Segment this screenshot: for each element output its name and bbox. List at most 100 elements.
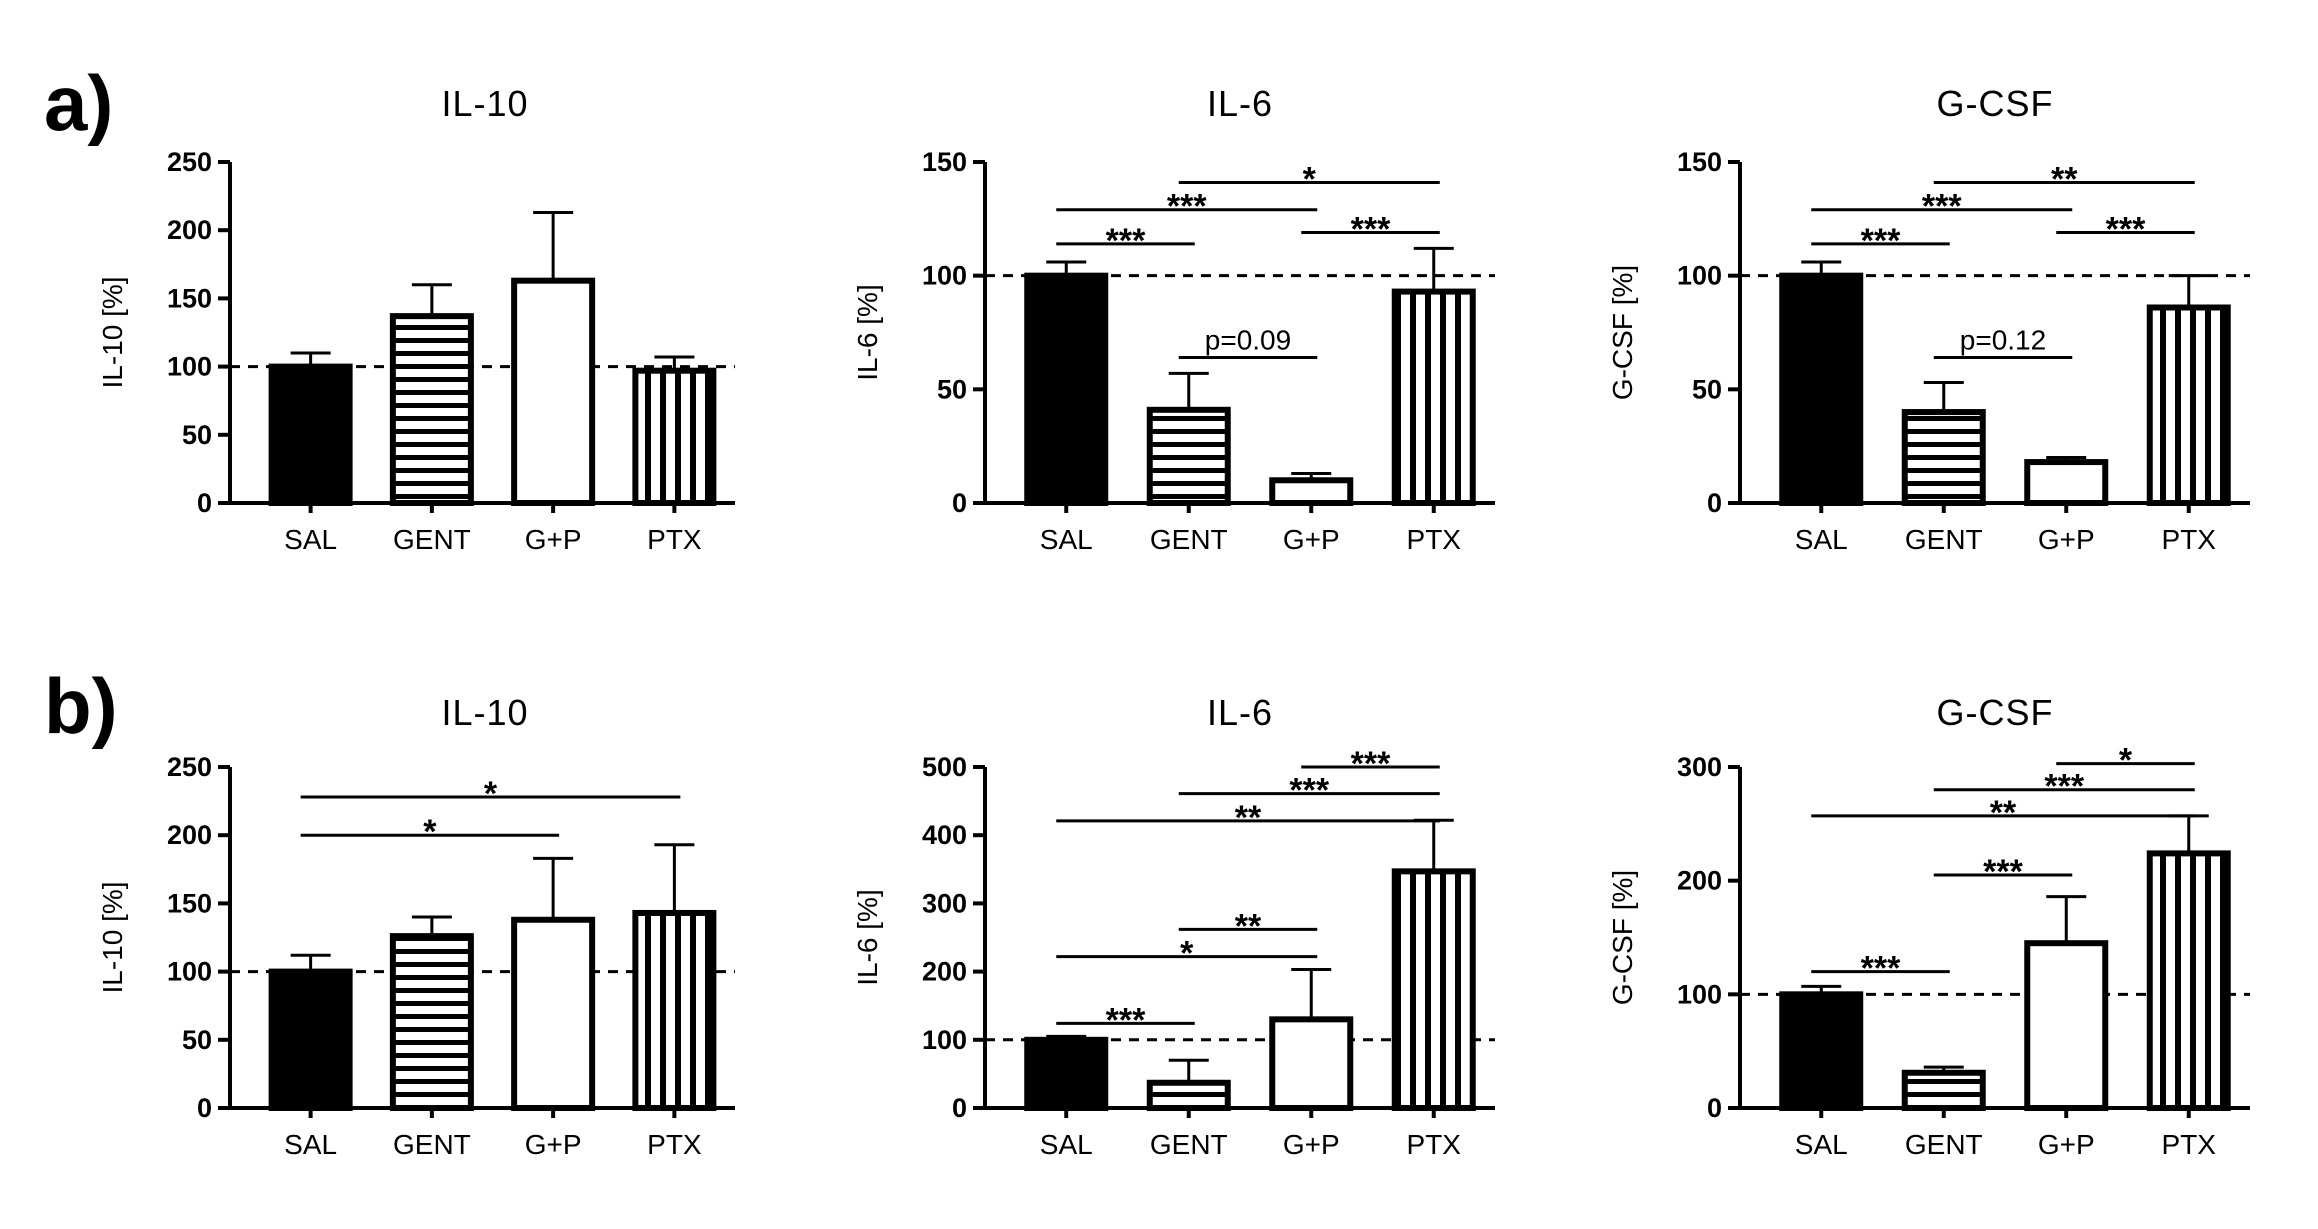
p-value-label: p=0.09 [1205,325,1291,356]
significance-label: *** [1861,950,1901,988]
chart-title: IL-10 [441,692,528,733]
x-tick-label-g-p: G+P [1283,1129,1340,1160]
significance-label: *** [1983,853,2023,891]
y-tick-label: 100 [1677,979,1722,1009]
significance-label: *** [1351,745,1391,783]
bar-ptx [1391,868,1476,1112]
y-axis-label: G-CSF [%] [1607,870,1638,1005]
bar-gent [389,313,474,506]
significance-label: * [2119,742,2133,780]
y-tick-label: 150 [167,283,212,313]
y-tick-label: 200 [1677,866,1722,896]
significance-label: * [1303,160,1317,198]
y-tick-label: 50 [182,420,212,450]
y-tick-label: 0 [952,488,967,518]
x-tick-label-ptx: PTX [1407,1129,1462,1160]
significance-label: *** [2106,210,2146,248]
significance-label: *** [1167,188,1207,226]
y-tick-label: 50 [937,374,967,404]
y-tick-label: 100 [922,261,967,291]
y-tick-label: 300 [1677,752,1722,782]
bar-gent [389,933,474,1111]
significance-label: *** [1922,188,1962,226]
y-tick-label: 200 [922,957,967,987]
y-tick-label: 150 [167,888,212,918]
x-tick-label-gent: GENT [1150,1129,1228,1160]
y-tick-label: 400 [922,820,967,850]
bar-sal [1024,1036,1109,1112]
y-tick-label: 250 [167,147,212,177]
bar-ptx [632,909,717,1111]
bar-gent [1901,1069,1986,1111]
significance-label: ** [1990,794,2017,832]
chart-title: IL-10 [441,83,528,124]
panel-label-a: a) [44,59,113,147]
chart-title: G-CSF [1937,692,2054,733]
x-tick-label-ptx: PTX [1407,524,1462,555]
x-tick-label-sal: SAL [1040,524,1093,555]
significance-label: *** [1289,772,1329,810]
y-tick-label: 500 [922,752,967,782]
bar-sal [1779,272,1864,506]
x-tick-label-ptx: PTX [647,1129,702,1160]
chart-title: G-CSF [1937,83,2054,124]
y-tick-label: 100 [1677,261,1722,291]
x-tick-label-ptx: PTX [2162,524,2217,555]
significance-label: * [423,813,437,851]
x-tick-label-sal: SAL [1040,1129,1093,1160]
bar-gent [1901,409,1986,507]
y-tick-label: 0 [1707,488,1722,518]
y-axis-label: G-CSF [%] [1607,265,1638,400]
bar-gent [1146,406,1231,506]
bar-ptx [2146,850,2231,1111]
x-tick-label-gent: GENT [1905,1129,1983,1160]
chart-title: IL-6 [1207,692,1273,733]
y-tick-label: 250 [167,752,212,782]
bar-g-p [2024,459,2109,506]
significance-label: *** [2044,768,2084,806]
significance-label: *** [1106,222,1146,260]
significance-label: * [484,775,498,813]
y-tick-label: 150 [1677,147,1722,177]
y-tick-label: 300 [922,888,967,918]
x-tick-label-g-p: G+P [525,1129,582,1160]
bar-sal [268,968,353,1111]
y-tick-label: 50 [182,1025,212,1055]
chart-a-il10: IL-10 IL-10 [%] 0 50 100 150 200 250 SAL GENT G+P P… [97,83,735,555]
significance-label: *** [1106,1001,1146,1039]
x-tick-label-ptx: PTX [647,524,702,555]
y-axis-label: IL-6 [%] [852,889,883,985]
y-tick-label: 0 [197,488,212,518]
significance-label: * [1180,935,1194,973]
bar-sal [1779,991,1864,1111]
y-tick-label: 0 [1707,1093,1722,1123]
bar-ptx [1391,288,1476,506]
y-tick-label: 50 [1692,374,1722,404]
y-tick-label: 150 [922,147,967,177]
bar-g-p [1269,1016,1354,1112]
significance-label: *** [1351,210,1391,248]
chart-title: IL-6 [1207,83,1273,124]
chart-b-il10: IL-10 IL-10 [%] 0 50 100 150 200 250 SAL GENT G+P P… [97,692,735,1160]
x-tick-label-g-p: G+P [1283,524,1340,555]
x-tick-label-gent: GENT [1905,524,1983,555]
x-tick-label-sal: SAL [284,524,337,555]
y-tick-label: 100 [167,352,212,382]
significance-label: ** [2051,160,2078,198]
x-tick-label-ptx: PTX [2162,1129,2217,1160]
significance-label: ** [1235,799,1262,837]
x-tick-label-sal: SAL [1795,524,1848,555]
y-tick-label: 0 [952,1093,967,1123]
bar-g-p [1269,477,1354,506]
bar-g-p [511,916,596,1111]
y-axis-label: IL-10 [%] [97,276,128,388]
chart-b-il6: IL-6 IL-6 [%] 0 100 200 300 400 500 SAL GENT G+P PT… [852,692,1495,1160]
significance-label: ** [1235,907,1262,945]
bar-ptx [632,367,717,506]
y-tick-label: 0 [197,1093,212,1123]
x-tick-label-g-p: G+P [525,524,582,555]
y-tick-label: 100 [922,1025,967,1055]
x-tick-label-gent: GENT [393,524,471,555]
